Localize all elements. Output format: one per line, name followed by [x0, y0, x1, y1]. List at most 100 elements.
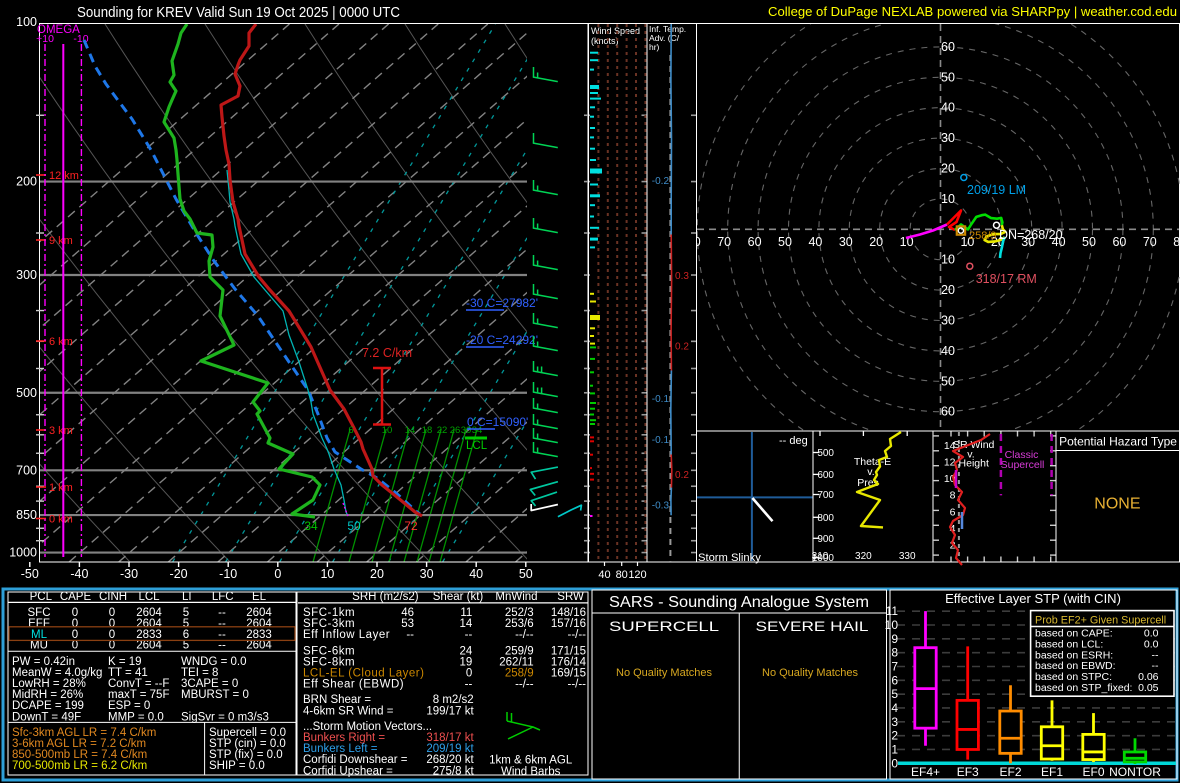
svg-text:LFC: LFC — [212, 591, 234, 603]
svg-text:2833: 2833 — [136, 629, 162, 641]
svg-text:0.0: 0.0 — [1144, 638, 1159, 650]
svg-text:40: 40 — [941, 344, 955, 358]
svg-text:171/15: 171/15 — [551, 645, 586, 657]
svg-text:50: 50 — [941, 70, 955, 84]
svg-text:4: 4 — [891, 701, 898, 715]
svg-text:100: 100 — [16, 15, 37, 29]
svg-text:8: 8 — [950, 490, 956, 502]
svg-text:PCL: PCL — [30, 591, 53, 603]
svg-text:40: 40 — [941, 101, 955, 115]
svg-text:-0.3: -0.3 — [652, 501, 670, 512]
svg-text:20: 20 — [941, 283, 955, 297]
svg-text:Classic: Classic — [1005, 449, 1039, 461]
svg-text:0: 0 — [274, 567, 281, 581]
svg-text:based on CAPE:: based on CAPE: — [1035, 628, 1113, 640]
svg-text:850: 850 — [16, 508, 37, 522]
svg-text:SFC: SFC — [28, 607, 51, 619]
svg-text:30: 30 — [420, 567, 434, 581]
svg-text:268/20 kt: 268/20 kt — [426, 754, 474, 766]
svg-text:3CAPE = 0: 3CAPE = 0 — [181, 678, 238, 690]
svg-text:500: 500 — [16, 386, 37, 400]
svg-text:--: -- — [218, 640, 226, 652]
svg-text:Inf. Temp.: Inf. Temp. — [649, 24, 686, 34]
svg-text:12: 12 — [944, 457, 956, 469]
svg-text:Potential Hazard Type: Potential Hazard Type — [1059, 435, 1177, 449]
svg-text:14: 14 — [460, 618, 473, 630]
svg-text:MnWind: MnWind — [495, 591, 537, 603]
svg-text:3: 3 — [891, 715, 898, 729]
svg-text:40: 40 — [808, 235, 822, 249]
svg-text:ConvT = --F: ConvT = --F — [108, 678, 169, 690]
svg-text:EL: EL — [252, 591, 267, 603]
svg-text:--: -- — [218, 618, 226, 630]
svg-text:CINH: CINH — [99, 591, 127, 603]
svg-text:500: 500 — [817, 448, 834, 459]
svg-text:Bunkers Left =: Bunkers Left = — [303, 743, 378, 755]
svg-text:4-6km SR Wind =: 4-6km SR Wind = — [303, 705, 394, 717]
svg-text:SFC-1km: SFC-1km — [303, 607, 355, 619]
svg-text:11: 11 — [460, 607, 472, 619]
svg-text:...Storm Motion Vectors...: ...Storm Motion Vectors... — [303, 721, 432, 733]
svg-text:hr): hr) — [649, 42, 660, 52]
svg-text:-0.2: -0.2 — [652, 176, 670, 187]
svg-text:--: -- — [218, 629, 226, 641]
svg-text:800: 800 — [817, 513, 834, 524]
svg-text:209/19 kt: 209/19 kt — [426, 743, 474, 755]
svg-text:10: 10 — [941, 253, 955, 267]
svg-text:22: 22 — [437, 425, 448, 436]
svg-text:PW = 0.42in: PW = 0.42in — [12, 656, 75, 668]
svg-text:Corfidi Upshear =: Corfidi Upshear = — [303, 765, 393, 777]
svg-text:Bunkers Right =: Bunkers Right = — [303, 732, 385, 744]
svg-text:330: 330 — [899, 551, 916, 562]
svg-text:TEI = 8: TEI = 8 — [181, 667, 218, 679]
svg-text:1km & 6km AGL: 1km & 6km AGL — [489, 754, 573, 766]
svg-text:DownT = 49F: DownT = 49F — [12, 711, 81, 723]
svg-text:10: 10 — [941, 192, 955, 206]
svg-text:275/8 kt: 275/8 kt — [433, 765, 475, 777]
svg-text:53: 53 — [401, 618, 414, 630]
svg-text:Wind Barbs: Wind Barbs — [501, 766, 561, 778]
svg-text:19: 19 — [460, 656, 473, 668]
svg-text:-10: -10 — [219, 567, 237, 581]
svg-text:20: 20 — [370, 567, 384, 581]
svg-text:0.05: 0.05 — [1138, 682, 1159, 694]
svg-text:SUPERCELL: SUPERCELL — [609, 618, 719, 634]
svg-text:157/16: 157/16 — [551, 618, 586, 630]
svg-text:2604: 2604 — [246, 640, 272, 652]
svg-text:700: 700 — [817, 490, 834, 501]
svg-text:DN=268/20: DN=268/20 — [999, 228, 1063, 242]
svg-text:9 km: 9 km — [49, 235, 73, 247]
svg-text:0.06: 0.06 — [1138, 671, 1159, 683]
svg-text:70: 70 — [717, 235, 731, 249]
svg-text:50: 50 — [1082, 235, 1096, 249]
svg-text:1 km: 1 km — [49, 482, 73, 494]
svg-text:EF2: EF2 — [999, 765, 1021, 779]
svg-text:900: 900 — [817, 534, 834, 545]
svg-text:-0.1: -0.1 — [652, 394, 670, 405]
svg-text:1000: 1000 — [812, 553, 835, 564]
svg-text:SFC-8km: SFC-8km — [303, 656, 355, 668]
svg-text:MeanW = 4.0g/kg: MeanW = 4.0g/kg — [12, 667, 102, 679]
svg-text:SEVERE HAIL: SEVERE HAIL — [756, 618, 869, 634]
svg-text:700-500mb LR = 6.2 C/km: 700-500mb LR = 6.2 C/km — [12, 760, 147, 772]
svg-text:8 m2/s2: 8 m2/s2 — [433, 694, 474, 706]
svg-text:24: 24 — [460, 645, 473, 657]
svg-text:20: 20 — [941, 162, 955, 176]
svg-text:MBURST = 0: MBURST = 0 — [181, 689, 249, 701]
svg-text:+10: +10 — [36, 33, 54, 45]
svg-text:--: -- — [465, 679, 473, 691]
svg-text:14: 14 — [405, 425, 416, 436]
svg-text:--: -- — [218, 607, 226, 619]
svg-text:199/17 kt: 199/17 kt — [426, 705, 474, 717]
svg-text:2833: 2833 — [246, 629, 272, 641]
svg-text:BRN Shear =: BRN Shear = — [303, 694, 371, 706]
svg-text:--: -- — [1152, 649, 1159, 661]
svg-text:700: 700 — [16, 463, 37, 477]
svg-text:ESP = 0: ESP = 0 — [108, 700, 150, 712]
svg-text:0: 0 — [109, 607, 115, 619]
svg-text:50: 50 — [941, 374, 955, 388]
svg-text:7: 7 — [891, 659, 898, 673]
svg-text:based on STP_fixed:: based on STP_fixed: — [1035, 682, 1132, 694]
svg-text:LCL-EL (Cloud Layer): LCL-EL (Cloud Layer) — [303, 667, 424, 679]
svg-text:46: 46 — [401, 607, 414, 619]
